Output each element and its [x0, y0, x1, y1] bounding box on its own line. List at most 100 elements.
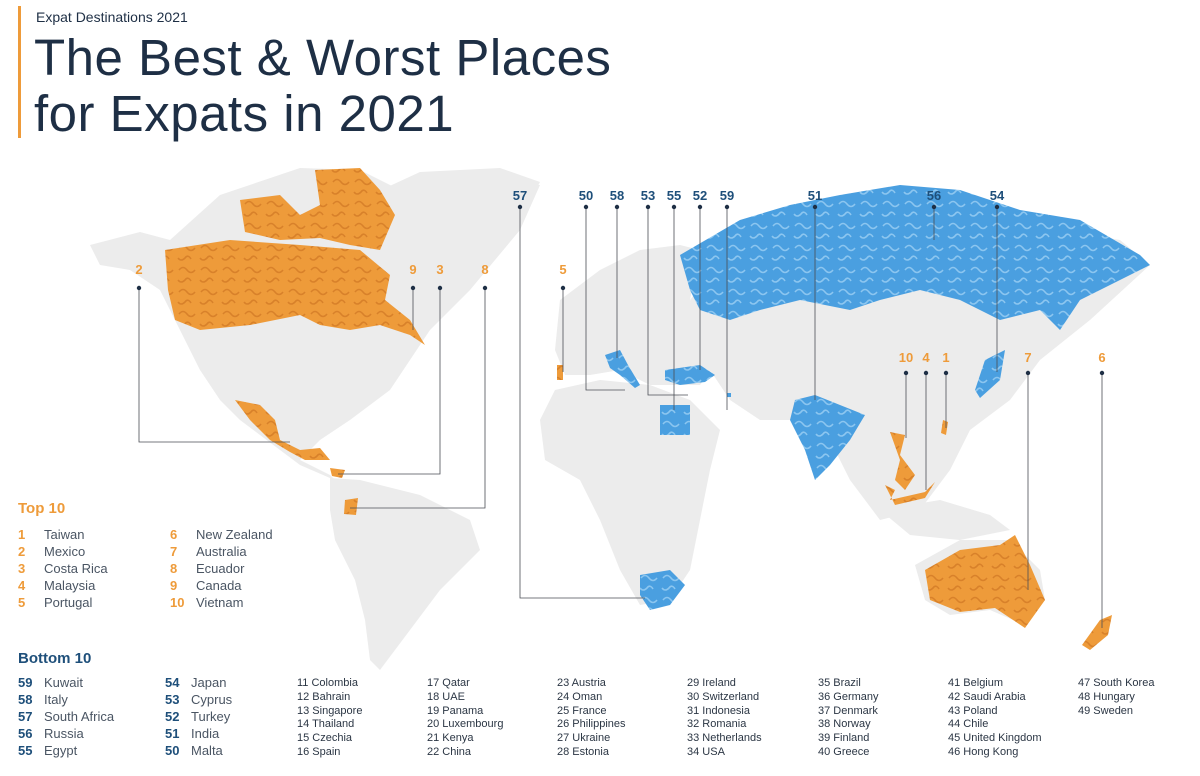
rank-item: 10 Vietnam [170, 594, 273, 611]
pin-dot [437, 285, 443, 291]
country-name: Taiwan [44, 527, 85, 542]
ranking-entry: 39 Finland [818, 732, 870, 745]
rank-item: 2 Mexico [18, 543, 108, 560]
country-japan [975, 350, 1005, 398]
map-label-top: 1 [942, 350, 949, 365]
ranking-entry: 45 United Kingdom [948, 732, 1042, 745]
ranking-entry: 41 Belgium [948, 677, 1004, 689]
rank-number: 57 [18, 709, 33, 724]
rank-number: 58 [18, 692, 33, 707]
rank-number: 55 [18, 743, 33, 758]
ranking-entry: 32 Romania [687, 718, 747, 731]
world-map: 2 9 3 8 5 10 4 1 7 6 57 50 58 53 55 52 5… [90, 168, 1150, 670]
country-name: Malta [191, 743, 223, 758]
pin-dot [410, 285, 416, 291]
pin-dots [136, 204, 1105, 376]
pin-dot [1025, 370, 1031, 376]
land-sea-islands [880, 500, 1010, 540]
country-russia [680, 185, 1150, 330]
pin-dot [517, 204, 523, 210]
leader-lines [138, 207, 1103, 628]
ranking-entry: 14 Thailand [297, 718, 355, 731]
pin-dot [614, 204, 620, 210]
ranking-entry: 18 UAE [427, 690, 465, 703]
leader-50 [585, 207, 625, 391]
leader-2 [138, 288, 290, 443]
leader-53 [647, 207, 688, 396]
rank-number: 50 [165, 743, 180, 758]
map-label-top: 4 [922, 350, 930, 365]
country-south-africa [640, 570, 685, 610]
country-india [790, 395, 865, 480]
top10-list-col1: 1 Taiwan 2 Mexico 3 Costa Rica 4 Malaysia 5 Portu… [18, 526, 108, 611]
ranking-entry: 26 Philippines [557, 718, 626, 731]
rank-item: 6 New Zealand [170, 526, 273, 543]
map-label-top: 9 [409, 262, 416, 277]
ranking-entry: 16 Spain [297, 745, 341, 758]
ranking-entry: 23 Austria [557, 677, 606, 689]
ranking-entry: 43 Poland [948, 704, 998, 717]
bottom10-list-col2: 54 Japan 53 Cyprus 52 Turkey 51 India 50 Malta [165, 674, 232, 759]
country-ecuador [344, 498, 358, 515]
map-label-bottom: 51 [808, 188, 822, 203]
ranking-entry: 40 Greece [818, 745, 870, 758]
rank-item: 52 Turkey [165, 708, 232, 725]
rank-item: 1 Taiwan [18, 526, 108, 543]
bottom10-heading: Bottom 10 [18, 650, 92, 667]
ranking-entry: 35 Brazil [818, 677, 861, 689]
rank-number: 6 [170, 527, 178, 542]
ranking-entry: 48 Hungary [1078, 690, 1135, 703]
pin-dot [645, 204, 651, 210]
pin-dot [697, 204, 703, 210]
rank-number: 54 [165, 675, 180, 690]
pin-dot [923, 370, 929, 376]
ranking-entry: 28 Estonia [557, 745, 609, 758]
rank-number: 3 [18, 561, 26, 576]
rank-number: 7 [170, 544, 178, 559]
country-name: Australia [196, 544, 247, 559]
ranking-column: 11 Colombia 12 Bahrain 13 Singapore 14 Thai… [297, 677, 362, 760]
country-name: Italy [44, 692, 68, 707]
ranking-column: 47 South Korea 48 Hungary 49 Sweden [1078, 677, 1154, 718]
country-canada [165, 240, 425, 345]
map-label-top: 8 [481, 262, 488, 277]
rank-item: 58 Italy [18, 691, 114, 708]
map-label-bottom: 58 [610, 188, 624, 203]
country-italy [605, 350, 640, 388]
ranking-entry: 30 Switzerland [687, 690, 760, 703]
map-label-top: 2 [135, 262, 142, 277]
title-line-1: The Best & Worst Places [34, 29, 612, 86]
leader-3 [338, 288, 441, 475]
country-australia [925, 535, 1045, 628]
ranking-column: 17 Qatar 18 UAE 19 Panama 20 Luxembourg 21 K… [427, 677, 503, 760]
rank-item: 7 Australia [170, 543, 273, 560]
rank-item: 54 Japan [165, 674, 232, 691]
ranking-entry: 21 Kenya [427, 732, 474, 745]
country-canada-islands [240, 168, 395, 250]
ranking-column: 41 Belgium 42 Saudi Arabia 43 Poland 44 Chi… [948, 677, 1042, 760]
title-line-2: for Expats in 2021 [34, 85, 455, 142]
map-label-bottom: 54 [990, 188, 1005, 203]
map-label-bottom: 50 [579, 188, 593, 203]
rank-item: 9 Canada [170, 577, 273, 594]
country-new-zealand [1082, 615, 1112, 650]
map-label-bottom: 53 [641, 188, 655, 203]
rank-item: 55 Egypt [18, 742, 114, 759]
accent-bar [18, 6, 21, 138]
country-name: Ecuador [196, 561, 245, 576]
rank-item: 3 Costa Rica [18, 560, 108, 577]
ranking-entry: 36 Germany [818, 690, 879, 703]
country-portugal [557, 365, 563, 380]
country-name: Mexico [44, 544, 86, 559]
country-mexico [235, 400, 330, 460]
pin-dot [903, 370, 909, 376]
ranking-entry: 17 Qatar [427, 677, 470, 689]
country-name: Portugal [44, 595, 93, 610]
ranking-entry: 47 South Korea [1078, 677, 1155, 689]
map-label-top: 3 [436, 262, 443, 277]
land-greenland [370, 168, 540, 285]
pin-dot [482, 285, 488, 291]
ranking-entry: 49 Sweden [1078, 704, 1134, 717]
country-name: Kuwait [44, 675, 84, 690]
country-name: Malaysia [44, 578, 96, 593]
